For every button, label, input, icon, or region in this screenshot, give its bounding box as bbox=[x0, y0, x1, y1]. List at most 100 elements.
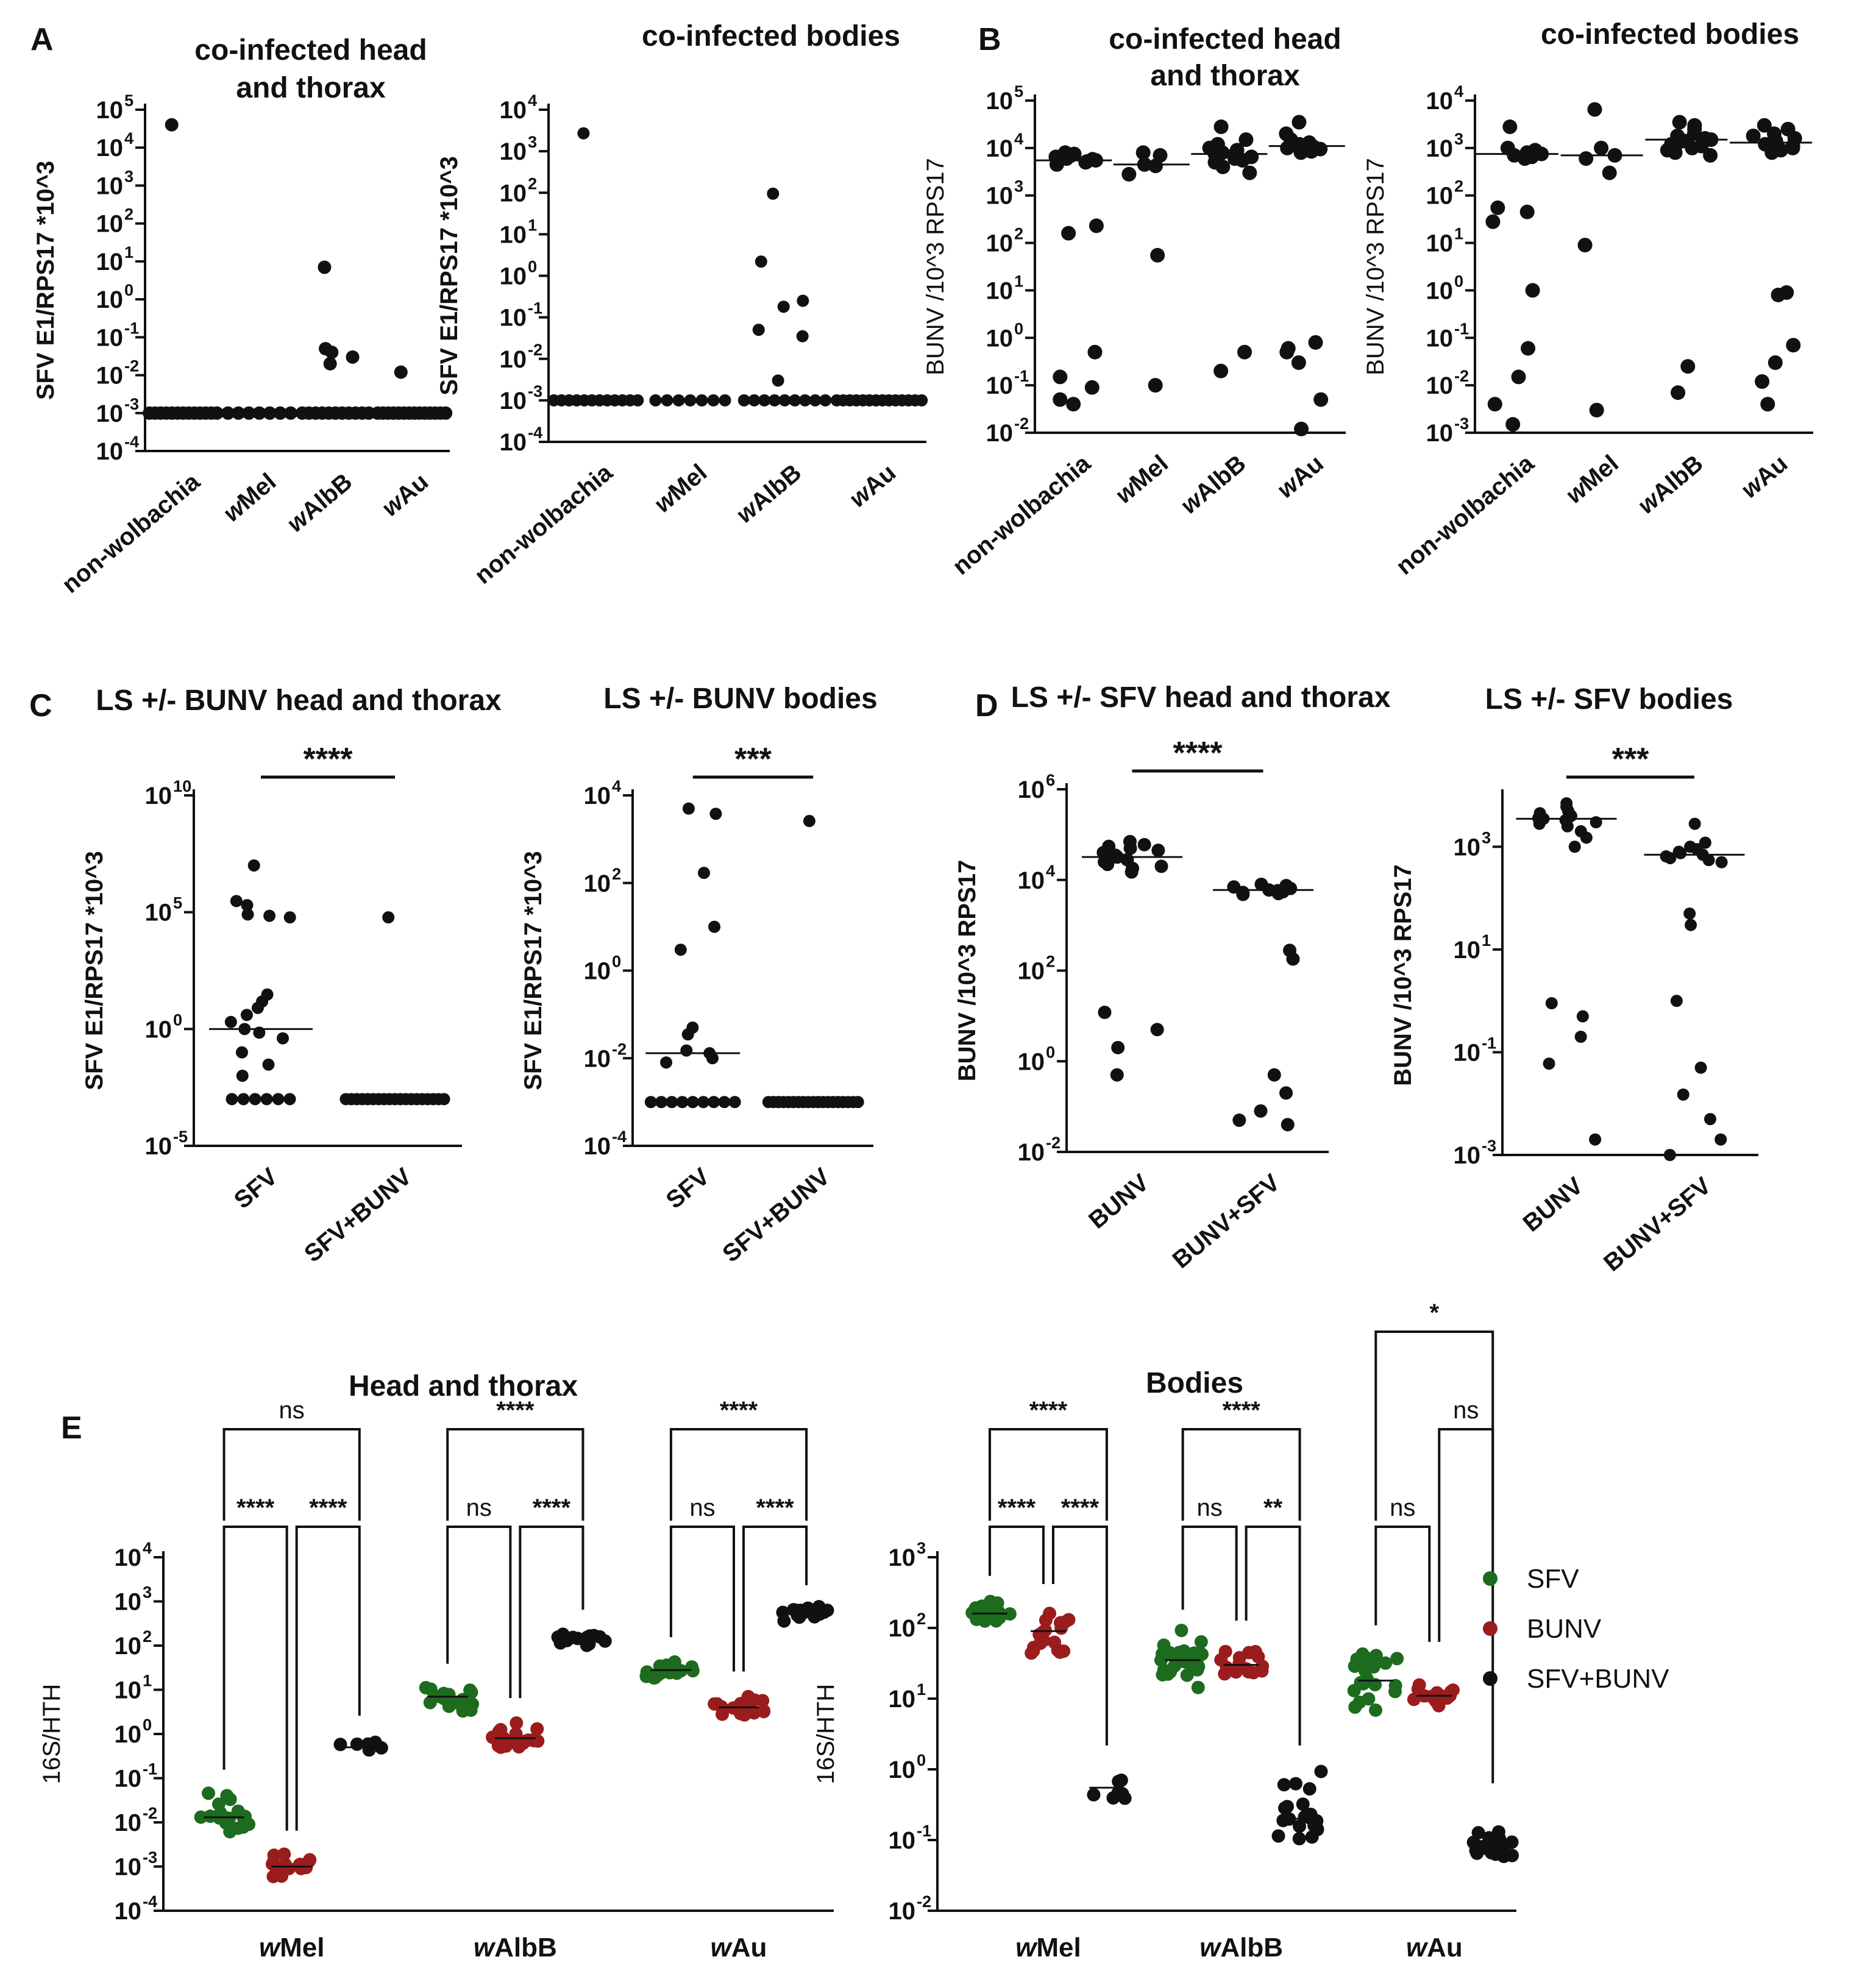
data-point bbox=[1362, 1692, 1376, 1706]
tick-label: 10 3 bbox=[96, 166, 134, 199]
series-bunv bbox=[708, 1689, 771, 1722]
data-point bbox=[1271, 887, 1285, 901]
data-point bbox=[1049, 157, 1064, 172]
tick-label: 10 1 bbox=[1426, 224, 1464, 257]
data-point bbox=[1087, 344, 1103, 360]
data-point bbox=[1521, 341, 1536, 356]
data-point bbox=[1238, 132, 1254, 147]
data-point bbox=[1215, 159, 1231, 174]
data-point bbox=[1038, 1623, 1052, 1637]
y-axis-label: BUNV /10^3 RPS17 bbox=[1362, 158, 1389, 375]
data-point bbox=[686, 1664, 700, 1678]
tick-label: 10 2 bbox=[115, 1627, 152, 1660]
category-label-rest: SFV bbox=[661, 1163, 715, 1214]
tick-base-text: 10 bbox=[500, 429, 527, 456]
tick-base-text: 10 bbox=[889, 1827, 916, 1854]
group-label-italic: w bbox=[259, 1933, 282, 1963]
data-point bbox=[1279, 1086, 1293, 1100]
tick-label: 10 0 bbox=[1426, 271, 1464, 304]
data-point bbox=[1089, 218, 1104, 233]
data-point bbox=[1111, 1040, 1125, 1054]
tick-base-text: 10 bbox=[986, 230, 1014, 257]
category-label-rest: BUNV+SFV bbox=[1599, 1172, 1716, 1277]
data-point bbox=[748, 394, 761, 407]
data-point bbox=[346, 350, 360, 364]
data-point bbox=[1379, 1656, 1393, 1670]
data-point bbox=[438, 1093, 450, 1106]
tick-base-text: 10 bbox=[115, 1633, 142, 1660]
tick-label: 10 -2 bbox=[96, 357, 140, 389]
data-point bbox=[1355, 1647, 1370, 1661]
data-point bbox=[1279, 344, 1295, 360]
data-point bbox=[1281, 1118, 1295, 1132]
data-point bbox=[249, 1093, 261, 1106]
data-point bbox=[1148, 378, 1163, 393]
data-point bbox=[1746, 128, 1761, 143]
tick-base-text: 10 bbox=[1426, 325, 1454, 352]
data-point bbox=[851, 1096, 864, 1109]
tick-exponent-text: -1 bbox=[1014, 366, 1029, 385]
tick-label: 10 -2 bbox=[584, 1039, 627, 1072]
tick-label: 10 -4 bbox=[115, 1892, 158, 1925]
data-point bbox=[1271, 1829, 1285, 1843]
tick-exponent-text: 2 bbox=[143, 1627, 152, 1646]
tick-base-text: 10 bbox=[1426, 135, 1454, 162]
bracket-outer bbox=[446, 1428, 584, 1521]
bracket-left-label: **** bbox=[998, 1494, 1036, 1521]
category-label: wAu bbox=[377, 468, 433, 522]
comparison-brackets: **** **** ns bbox=[222, 1397, 361, 1831]
data-point bbox=[772, 374, 784, 387]
tick-base-text: 10 bbox=[500, 97, 527, 124]
data-point bbox=[747, 1706, 761, 1720]
data-point bbox=[756, 1694, 770, 1708]
data-point bbox=[1066, 397, 1081, 412]
tick-base-text: 10 bbox=[1018, 958, 1045, 985]
data-point bbox=[491, 1739, 505, 1753]
series-sfv+bunv: SFV+BUNV bbox=[717, 815, 864, 1268]
tick-label: 10 10 bbox=[145, 776, 192, 809]
data-point bbox=[1292, 115, 1307, 130]
data-point bbox=[1087, 1788, 1101, 1802]
chart-title: and thorax bbox=[236, 72, 386, 104]
data-point bbox=[1150, 1023, 1164, 1037]
data-point bbox=[1137, 837, 1151, 851]
category-label: non-wolbachia bbox=[470, 459, 618, 589]
data-point bbox=[1292, 1832, 1306, 1846]
tick-base-text: 10 bbox=[889, 1757, 916, 1783]
tick-base-text: 10 bbox=[1426, 230, 1454, 257]
data-point bbox=[318, 260, 332, 274]
tick-base-text: 10 bbox=[1454, 1142, 1481, 1169]
data-point bbox=[1242, 165, 1257, 180]
data-point bbox=[1195, 1647, 1209, 1661]
data-point bbox=[1568, 840, 1581, 853]
data-point bbox=[1293, 1819, 1307, 1833]
tick-base-text: 10 bbox=[1454, 834, 1481, 861]
data-point bbox=[1785, 140, 1800, 155]
tick-base-text: 10 bbox=[584, 783, 611, 809]
tick-exponent-text: 1 bbox=[124, 243, 133, 261]
data-point bbox=[1236, 887, 1250, 901]
data-point bbox=[672, 394, 685, 407]
bracket-left-label: **** bbox=[236, 1494, 275, 1521]
data-point bbox=[275, 1869, 289, 1883]
comparison-brackets: ns **** **** bbox=[446, 1397, 584, 1699]
data-point bbox=[194, 1810, 208, 1824]
series-sfv bbox=[419, 1681, 480, 1718]
tick-exponent-text: 3 bbox=[917, 1538, 926, 1557]
bracket-outer bbox=[669, 1428, 808, 1521]
tick-label: 10 4 bbox=[986, 129, 1024, 162]
group-label-rest: Mel bbox=[280, 1933, 324, 1963]
data-point bbox=[293, 1858, 307, 1872]
data-point bbox=[368, 1735, 382, 1749]
category-label-rest: non-wolbachia bbox=[1391, 450, 1539, 580]
data-point bbox=[1154, 859, 1168, 873]
data-point bbox=[241, 908, 254, 921]
tick-label: 10 4 bbox=[96, 129, 134, 162]
tick-exponent-text: 2 bbox=[612, 864, 621, 883]
data-point bbox=[1671, 385, 1686, 400]
tick-base-text: 10 bbox=[96, 400, 124, 427]
series-sfv-plus-bunv bbox=[1271, 1764, 1328, 1846]
